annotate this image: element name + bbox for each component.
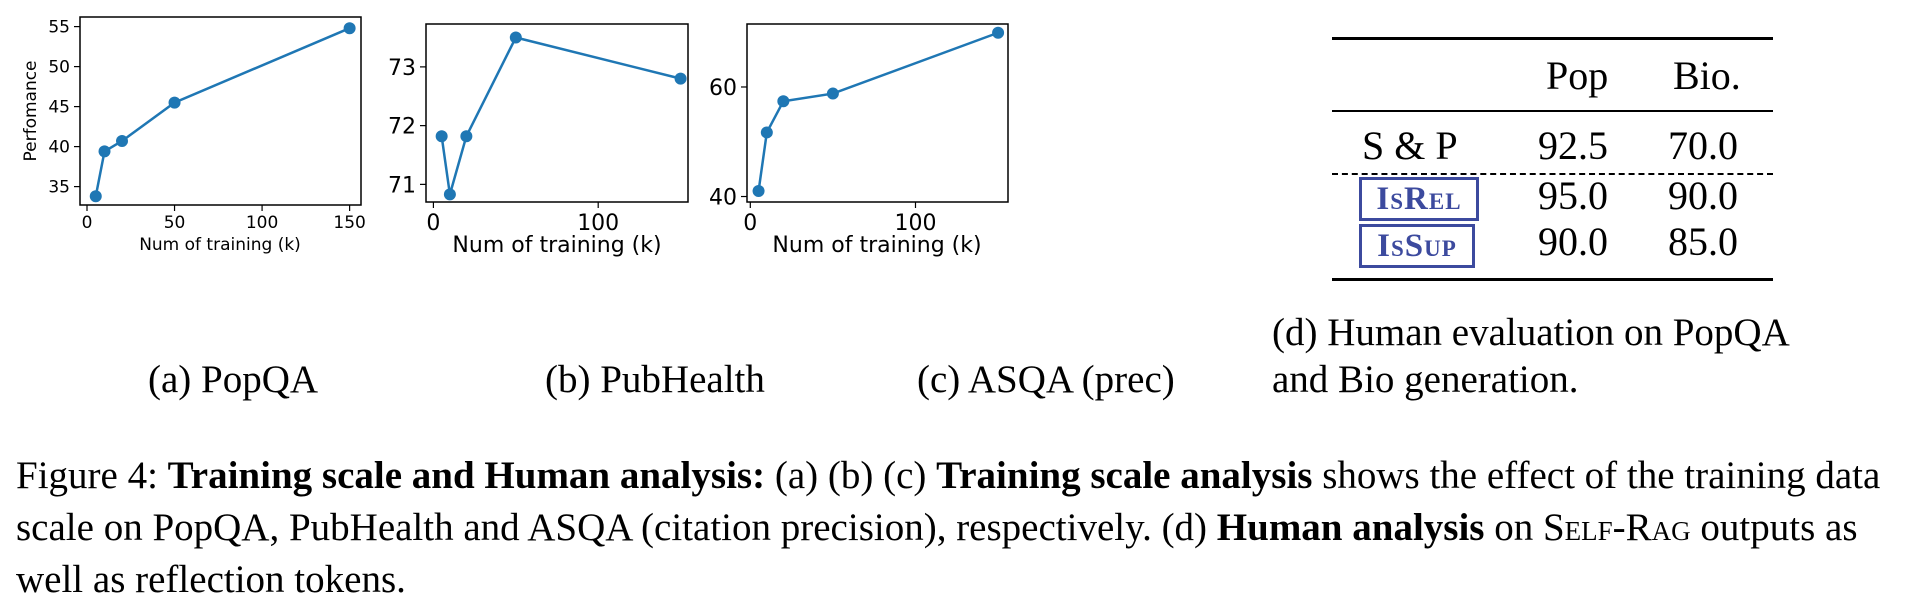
x-tick-label: 0: [82, 213, 93, 233]
series-line: [757, 31, 999, 192]
data-point: [443, 188, 456, 201]
caption-bold-human: Human analysis: [1216, 506, 1485, 549]
chart-asqa: 0 100 40 60 Num of training (k): [709, 23, 1009, 258]
table-bottom-rule: [1332, 278, 1773, 281]
isrel-token-badge: IsRel: [1359, 177, 1479, 221]
issup-token-badge: IsSup: [1359, 224, 1475, 268]
data-point: [674, 72, 687, 85]
data-point: [98, 145, 111, 158]
chart-c-xlabel: Num of training (k): [772, 233, 981, 258]
data-point: [777, 95, 790, 108]
chart-b-marks: 0 100 71 72 73: [388, 31, 687, 236]
data-point: [760, 126, 773, 139]
caption-part2: shows the effect of the training data sc…: [16, 454, 1881, 549]
chart-b-xlabel: Num of training (k): [452, 233, 661, 258]
table-row-label-sp: S & P: [1362, 123, 1458, 168]
chart-a-xlabel: Num of training (k): [139, 235, 301, 255]
y-tick-label: 55: [48, 18, 70, 38]
table-cell-sp-bio: 70.0: [1668, 123, 1738, 168]
data-point: [752, 185, 765, 198]
subcaption-a: (a) PopQA: [148, 358, 319, 401]
table-cell-isrel-bio: 90.0: [1668, 173, 1738, 218]
data-point: [89, 190, 102, 203]
data-point: [343, 22, 356, 35]
x-tick-label: 0: [426, 211, 440, 236]
series-line: [440, 36, 681, 195]
caption-part1: (a) (b) (c): [765, 454, 937, 497]
data-point: [992, 26, 1005, 39]
chart-a-ylabel: Perfomance: [21, 60, 41, 161]
data-point: [435, 130, 448, 143]
data-point: [460, 130, 473, 143]
caption-prefix: Figure 4:: [16, 454, 168, 497]
x-tick-label: 50: [164, 213, 186, 233]
subcaption-d-line1: (d) Human evaluation on PopQA: [1272, 311, 1790, 354]
subcaption-b: (b) PubHealth: [545, 358, 765, 401]
chart-a-marks: 0 50 100 150 35 40 45 50 55: [48, 18, 365, 233]
chart-b-frame: [425, 23, 689, 203]
y-tick-label: 60: [709, 76, 737, 101]
y-tick-label: 71: [388, 173, 416, 198]
chart-c-frame: [746, 23, 1009, 203]
y-tick-label: 50: [48, 58, 70, 78]
table-cell-sp-pop: 92.5: [1538, 123, 1608, 168]
figure-caption: Figure 4: Training scale and Human analy…: [16, 450, 1911, 606]
table-header-bio: Bio.: [1673, 53, 1741, 98]
subcaption-d-line2: and Bio generation.: [1272, 358, 1579, 401]
caption-part4: outputs as well as reflection tokens.: [16, 506, 1858, 601]
series-line: [94, 27, 351, 197]
chart-popqa: 0 50 100 150 35 40 45 50 55 Perfomance Num of tr…: [21, 16, 366, 255]
table-cell-isrel-pop: 95.0: [1538, 173, 1608, 218]
y-tick-label: 73: [388, 56, 416, 81]
data-point: [116, 135, 129, 147]
caption-system-name: Self-Rag: [1542, 506, 1691, 549]
x-tick-label: 150: [333, 213, 365, 233]
table-mid-rule: [1332, 110, 1773, 112]
y-tick-label: 35: [48, 178, 70, 198]
data-point: [509, 31, 522, 44]
data-point: [168, 96, 181, 109]
subcaption-c: (c) ASQA (prec): [917, 358, 1175, 401]
table-dashed-rule: [1332, 173, 1773, 175]
y-tick-label: 40: [48, 138, 70, 158]
x-tick-label: 100: [894, 211, 936, 236]
table-header-pop: Pop: [1546, 53, 1609, 98]
caption-bold-scale: Training scale analysis: [936, 454, 1313, 497]
chart-pubhealth: 0 100 71 72 73 Num of training (k): [388, 23, 689, 258]
caption-bold-title: Training scale and Human analysis:: [167, 454, 766, 497]
table-cell-issup-pop: 90.0: [1538, 219, 1608, 264]
chart-a-frame: [79, 16, 362, 206]
x-tick-label: 0: [743, 211, 757, 236]
y-tick-label: 40: [709, 185, 737, 210]
y-tick-label: 45: [48, 98, 70, 118]
x-tick-label: 100: [246, 213, 278, 233]
caption-part3: on: [1484, 506, 1543, 549]
y-tick-label: 72: [388, 115, 416, 140]
x-tick-label: 100: [577, 211, 619, 236]
data-point: [826, 87, 839, 100]
chart-c-marks: 0 100 40 60: [709, 26, 1005, 236]
table-cell-issup-bio: 85.0: [1668, 219, 1738, 264]
table-top-rule: [1332, 37, 1773, 40]
